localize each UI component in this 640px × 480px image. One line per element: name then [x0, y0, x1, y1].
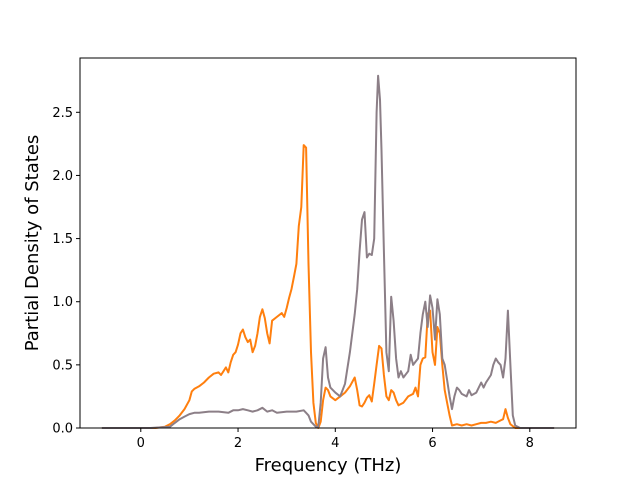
series-line-1 — [101, 144, 555, 429]
x-tick-label: 2 — [234, 436, 242, 451]
x-tick-label: 0 — [137, 436, 145, 451]
y-axis-label: Partial Density of States — [22, 135, 43, 352]
ticks-layer: 0 2 4 6 8 0.0 0.5 1.0 1.5 2.0 2.5 — [52, 106, 534, 451]
y-tick-label: 0.0 — [52, 422, 73, 437]
x-tick-label: 8 — [526, 436, 534, 451]
y-tick-label: 1.5 — [52, 232, 73, 247]
y-tick-label: 1.0 — [52, 295, 73, 310]
series-layer — [101, 74, 555, 429]
x-tick-label: 6 — [428, 436, 436, 451]
x-tick-label: 4 — [331, 436, 339, 451]
x-axis-label: Frequency (THz) — [255, 455, 402, 476]
plot-frame — [79, 57, 577, 429]
y-tick-label: 0.5 — [52, 358, 73, 373]
series-line-2 — [101, 74, 555, 429]
y-tick-label: 2.5 — [52, 106, 73, 121]
y-tick-label: 2.0 — [52, 169, 73, 184]
